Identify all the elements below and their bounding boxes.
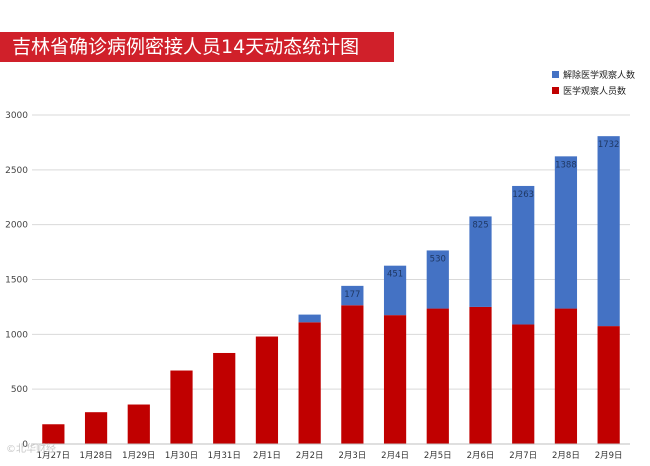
x-tick-label: 2月2日 — [296, 451, 324, 461]
bar-observed — [597, 326, 620, 444]
y-tick-label: 2000 — [5, 221, 28, 231]
bar-released — [298, 314, 321, 323]
x-tick-label: 2月5日 — [424, 451, 452, 461]
legend-swatch-released — [552, 70, 559, 78]
legend-label-observed: 医学观察人员数 — [563, 86, 627, 97]
bar-released — [383, 265, 407, 316]
x-tick-label: 2月7日 — [509, 451, 537, 461]
bar-observed — [42, 424, 65, 444]
bar-observed — [426, 308, 449, 444]
bar-released — [426, 250, 449, 309]
legend: 解除医学观察人数 医学观察人员数 — [552, 66, 635, 98]
bar-observed — [170, 370, 193, 444]
bar-released — [469, 216, 492, 307]
bar-released — [512, 185, 535, 325]
bar-observed — [341, 305, 364, 444]
bar-observed — [554, 308, 578, 444]
x-tick-label: 2月4日 — [381, 451, 409, 461]
x-tick-label: 2月6日 — [467, 451, 495, 461]
bar-released — [597, 136, 620, 327]
legend-item-observed: 医学观察人员数 — [552, 82, 635, 98]
data-label-released: 825 — [472, 220, 488, 230]
bar-released — [554, 156, 578, 309]
data-label-released: 1732 — [598, 140, 620, 150]
x-tick-label: 2月8日 — [552, 451, 580, 461]
data-label-released: 451 — [387, 270, 403, 280]
y-tick-label: 1500 — [5, 276, 28, 286]
chart-title: 吉林省确诊病例密接人员14天动态统计图 — [0, 32, 394, 62]
x-tick-label: 1月29日 — [122, 451, 155, 461]
y-tick-label: 500 — [11, 385, 28, 395]
legend-swatch-observed — [552, 86, 559, 94]
bar-observed — [127, 404, 150, 444]
watermark: ©北华财经 — [6, 444, 56, 455]
x-tick-label: 1月30日 — [165, 451, 198, 461]
bar-observed — [383, 315, 407, 444]
bar-observed — [469, 306, 492, 444]
bar-observed — [298, 322, 321, 444]
data-label-released: 1263 — [512, 190, 534, 200]
bar-observed — [213, 352, 236, 444]
bar-released — [341, 285, 364, 306]
y-tick-label: 1000 — [5, 330, 28, 340]
x-tick-label: 1月28日 — [79, 451, 112, 461]
legend-item-released: 解除医学观察人数 — [552, 66, 635, 82]
y-tick-label: 2500 — [5, 166, 28, 176]
legend-label-released: 解除医学观察人数 — [563, 70, 636, 81]
y-tick-label: 0 — [22, 440, 28, 450]
x-tick-label: 2月9日 — [595, 451, 623, 461]
x-tick-label: 2月3日 — [338, 451, 366, 461]
bar-observed — [255, 336, 279, 444]
x-tick-label: 1月27日 — [37, 451, 70, 461]
data-label-released: 530 — [430, 254, 446, 264]
data-label-released: 177 — [344, 290, 360, 300]
bar-observed — [84, 412, 108, 444]
x-tick-label: 1月31日 — [208, 451, 241, 461]
data-label-released: 1388 — [555, 160, 577, 170]
bar-observed — [512, 324, 535, 444]
y-tick-label: 3000 — [5, 111, 28, 121]
x-tick-label: 2月1日 — [253, 451, 281, 461]
